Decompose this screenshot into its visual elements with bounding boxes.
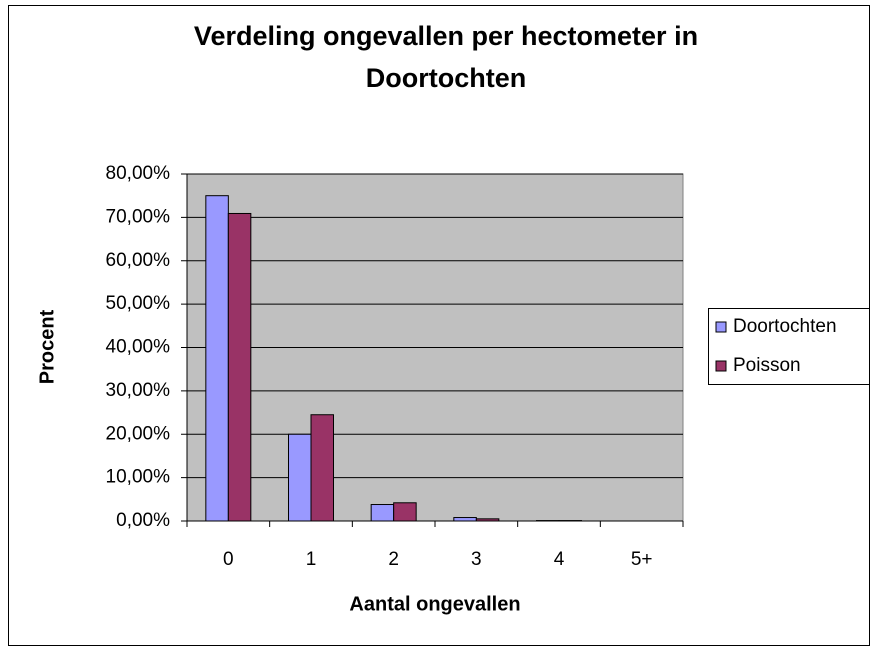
y-tick-label: 50,00% xyxy=(106,293,171,314)
bar xyxy=(288,433,312,522)
bar xyxy=(310,414,334,522)
bar xyxy=(393,502,417,522)
chart-title: Verdeling ongevallen per hectometer in xyxy=(194,21,698,51)
legend-label: Doortochten xyxy=(733,316,837,337)
y-tick-label: 60,00% xyxy=(106,250,171,271)
y-tick-label: 80,00% xyxy=(106,163,171,184)
x-tick-label: 5+ xyxy=(631,549,653,570)
legend-swatch xyxy=(715,321,727,333)
y-tick-label: 0,00% xyxy=(116,510,170,531)
x-tick-label: 1 xyxy=(306,549,317,570)
legend xyxy=(708,308,870,385)
y-tick-label: 30,00% xyxy=(106,380,171,401)
bar xyxy=(370,504,395,522)
y-tick-label: 40,00% xyxy=(106,337,171,358)
legend-swatch xyxy=(715,360,727,372)
x-tick-label: 0 xyxy=(223,549,234,570)
y-tick-label: 70,00% xyxy=(106,206,171,227)
bar xyxy=(205,195,229,522)
bar xyxy=(227,212,252,522)
y-tick-label: 10,00% xyxy=(106,467,171,488)
legend-label: Poisson xyxy=(733,355,801,376)
y-tick-label: 20,00% xyxy=(106,423,171,444)
chart-title-line2: Doortochten xyxy=(366,63,526,93)
x-tick-label: 2 xyxy=(388,549,399,570)
bar xyxy=(453,517,477,522)
x-axis-title: Aantal ongevallen xyxy=(349,593,520,615)
x-tick-label: 3 xyxy=(471,549,482,570)
y-axis-title: Procent xyxy=(36,309,58,384)
x-tick-label: 4 xyxy=(554,549,565,570)
